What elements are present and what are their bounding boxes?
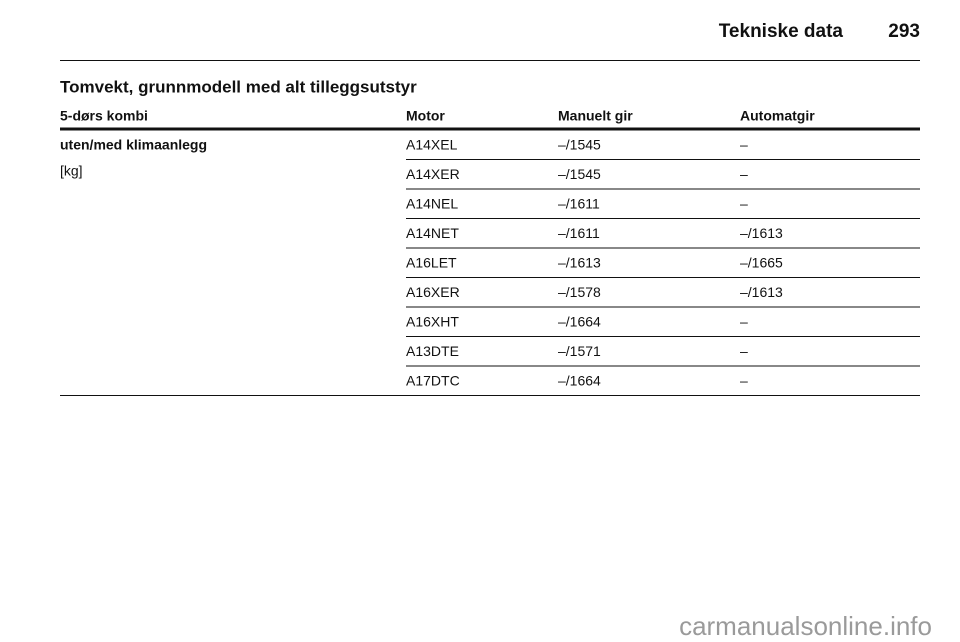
table-title: Tomvekt, grunnmodell med alt tilleggsuts… (60, 77, 417, 96)
table-cell: –/1664 (558, 314, 601, 330)
table-cell: – (740, 373, 748, 389)
row-label: uten/med klimaanlegg (60, 137, 207, 153)
table-cell: A16XER (406, 284, 460, 300)
table-cell: A14NET (406, 225, 459, 241)
column-header: Manuelt gir (558, 108, 633, 124)
table-cell: A13DTE (406, 343, 459, 359)
table-cell: A16XHT (406, 314, 459, 330)
table-cell: –/1545 (558, 137, 601, 153)
table-cell: –/1578 (558, 284, 601, 300)
table-cell: – (740, 343, 748, 359)
table-cell: –/1664 (558, 373, 601, 389)
column-header: 5-dørs kombi (60, 108, 148, 124)
table-cell: –/1611 (558, 196, 600, 212)
column-header: Motor (406, 108, 445, 124)
table-cell: –/1571 (558, 343, 601, 359)
table-cell: – (740, 314, 748, 330)
section-title: Tekniske data (719, 21, 844, 42)
table-cell: A14XEL (406, 137, 458, 153)
table-cell: –/1613 (740, 225, 783, 241)
row-unit: [kg] (60, 163, 83, 179)
table-cell: A14NEL (406, 196, 458, 212)
column-header: Automatgir (740, 108, 815, 124)
table-cell: – (740, 196, 748, 212)
page-number: 293 (888, 21, 920, 42)
table-cell: –/1613 (740, 284, 783, 300)
table-cell: –/1613 (558, 255, 601, 271)
table-cell: – (740, 166, 748, 182)
watermark: carmanualsonline.info (679, 611, 932, 641)
table-cell: –/1611 (558, 225, 600, 241)
table-cell: –/1665 (740, 255, 783, 271)
table-cell: A17DTC (406, 373, 460, 389)
table-cell: A16LET (406, 255, 457, 271)
table-cell: A14XER (406, 166, 460, 182)
table-cell: – (740, 137, 748, 153)
table-cell: –/1545 (558, 166, 601, 182)
